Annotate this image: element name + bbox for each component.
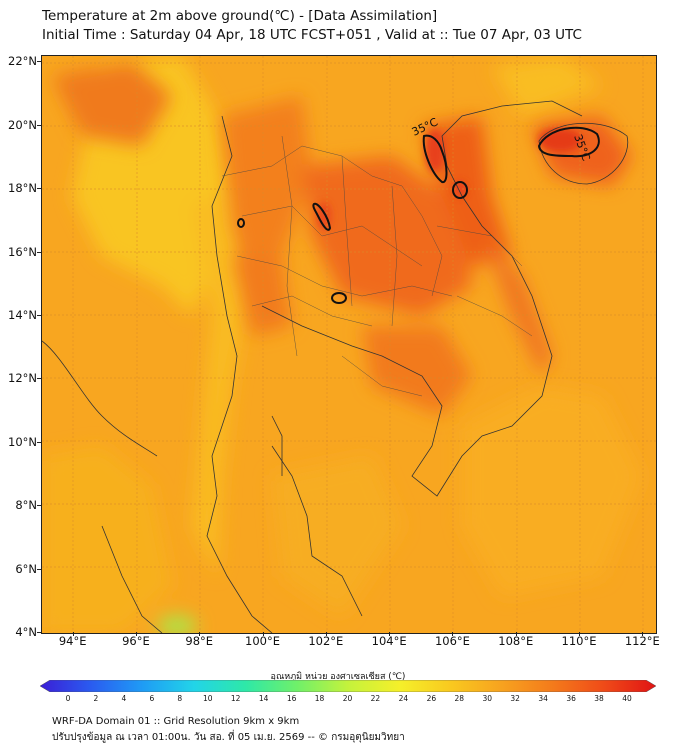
colorbar-tick-label: 6	[149, 694, 155, 703]
lat-tick-label: 8°N	[15, 498, 37, 513]
graticule	[42, 56, 656, 633]
lat-tick-label: 12°N	[8, 371, 37, 386]
warm-zones	[52, 61, 632, 416]
lon-tick	[389, 632, 391, 636]
lat-tick	[37, 314, 41, 316]
temperature-map[interactable]: 35°C 35°C	[41, 55, 657, 634]
lat-tick	[37, 251, 41, 253]
lon-tick-label: 106°E	[434, 634, 470, 648]
cool-zones	[42, 56, 642, 633]
lon-tick	[199, 632, 201, 636]
colorbar-tick-label: 16	[286, 694, 297, 703]
footer-update-info: ปรับปรุงข้อมูล ณ เวลา 01:00น. วัน สอ. ที…	[52, 732, 405, 743]
lat-tick-label: 4°N	[15, 625, 37, 639]
colorbar-tick-label: 0	[65, 694, 71, 703]
colorbar-label: อุณหภูมิ หน่วย องศาเซลเซียส (℃)	[270, 672, 406, 682]
colorbar-tick-label: 18	[314, 694, 325, 703]
lon-tick	[325, 632, 327, 636]
colorbar-tick-label: 10	[202, 694, 213, 703]
lon-tick-label: 96°E	[122, 634, 150, 648]
colorbar-tick-label: 20	[342, 694, 353, 703]
lat-tick	[37, 441, 41, 443]
lon-tick	[452, 632, 454, 636]
colorbar-tick-label: 28	[454, 694, 465, 703]
lon-tick-label: 94°E	[58, 634, 87, 648]
colorbar-tick-label: 24	[398, 694, 409, 703]
map-title: Temperature at 2m above ground(℃) - [Dat…	[42, 8, 438, 24]
footer-model-info: WRF-DA Domain 01 :: Grid Resolution 9km …	[52, 716, 300, 727]
lon-tick-label: 112°E	[624, 634, 660, 648]
lat-tick	[37, 61, 41, 63]
lat-tick-label: 22°N	[8, 54, 37, 69]
colorbar-tick-label: 8	[177, 694, 183, 703]
lon-tick-label: 100°E	[245, 634, 281, 648]
contour-35c	[237, 126, 600, 304]
lon-tick	[72, 632, 74, 636]
lon-tick	[135, 632, 137, 636]
colorbar-tick-label: 32	[510, 694, 520, 703]
colorbar-tick-label: 38	[594, 694, 604, 703]
colorbar-tick-label: 2	[93, 694, 99, 703]
lon-tick	[642, 632, 644, 636]
lat-tick	[37, 188, 41, 190]
colorbar-tick-label: 36	[566, 694, 576, 703]
colorbar-tick-label: 14	[258, 694, 269, 703]
lat-tick	[37, 632, 41, 633]
lat-tick	[37, 378, 41, 380]
admin-borders	[221, 135, 533, 397]
lat-tick-label: 18°N	[8, 181, 37, 196]
lat-tick-label: 14°N	[8, 307, 37, 322]
colorbar-tick-label: 40	[622, 694, 632, 703]
colorbar-tick-label: 34	[538, 694, 548, 703]
map-subtitle: Initial Time : Saturday 04 Apr, 18 UTC F…	[42, 27, 582, 43]
lon-tick-label: 98°E	[185, 634, 214, 648]
colorbar-tick-label: 26	[426, 694, 437, 703]
lon-tick-label: 108°E	[498, 634, 534, 648]
lon-tick-label: 110°E	[561, 634, 597, 648]
lon-tick-label: 102°E	[308, 634, 344, 648]
lat-tick-label: 6°N	[15, 561, 37, 576]
lat-tick-label: 20°N	[8, 117, 37, 132]
lat-tick	[37, 124, 41, 126]
colorbar-tick-label: 12	[230, 694, 241, 703]
lat-tick-label: 10°N	[8, 434, 37, 449]
lon-tick-label: 104°E	[371, 634, 407, 648]
lat-tick-label: 16°N	[8, 244, 37, 259]
colorbar	[40, 680, 656, 692]
lat-tick	[37, 568, 41, 570]
lon-tick	[515, 632, 517, 636]
coastlines	[42, 100, 629, 633]
colorbar-tick-label: 4	[121, 694, 127, 703]
lon-tick	[579, 632, 581, 636]
colorbar-tick-label: 30	[482, 694, 493, 703]
colorbar-tick-label: 22	[370, 694, 381, 703]
lat-tick	[37, 505, 41, 507]
map-canvas: 35°C 35°C	[42, 56, 656, 633]
lon-tick	[262, 632, 264, 636]
